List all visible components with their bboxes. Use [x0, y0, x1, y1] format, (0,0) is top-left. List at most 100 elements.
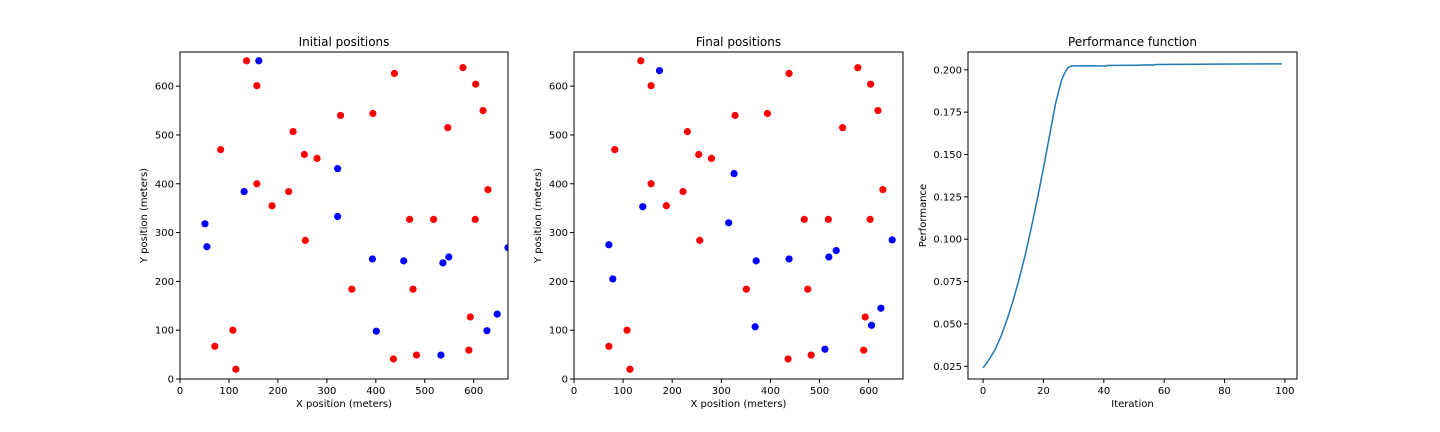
- data-point: [867, 321, 876, 329]
- x-tick-label: 400: [366, 386, 385, 397]
- data-point: [253, 180, 261, 188]
- y-tick-label: 0: [562, 375, 568, 386]
- data-point: [217, 146, 225, 154]
- data-point: [390, 69, 399, 78]
- data-point: [459, 64, 467, 72]
- data-point: [825, 253, 833, 261]
- data-point: [289, 127, 297, 136]
- data-point: [623, 326, 631, 334]
- chart-title: Final positions: [696, 35, 781, 49]
- y-tick-label: 500: [549, 130, 568, 141]
- data-point: [240, 187, 248, 196]
- data-point: [609, 275, 617, 283]
- chart-title: Performance function: [1068, 35, 1197, 49]
- data-point: [372, 327, 380, 335]
- data-point: [406, 215, 414, 224]
- y-axis-label: Performance: [918, 184, 929, 247]
- x-axis-label: X position (meters): [691, 399, 787, 410]
- data-point: [879, 186, 887, 194]
- data-point: [465, 346, 473, 354]
- y-axis-label: Y position (meters): [139, 168, 150, 264]
- y-tick-label: 0.100: [933, 235, 962, 246]
- data-point: [639, 203, 647, 211]
- data-point: [751, 323, 759, 331]
- axes-frame: [573, 51, 904, 380]
- y-tick-label: 200: [155, 277, 174, 288]
- data-point: [804, 285, 812, 293]
- x-tick-label: 0: [980, 386, 986, 397]
- y-tick-label: 0.025: [933, 362, 962, 373]
- data-point: [437, 351, 445, 359]
- data-point: [268, 202, 276, 210]
- data-point: [255, 57, 263, 65]
- data-point: [493, 310, 501, 318]
- data-point: [860, 346, 868, 354]
- x-tick-label: 40: [1097, 386, 1110, 397]
- y-tick-label: 0.125: [933, 192, 962, 203]
- data-point: [445, 253, 453, 261]
- data-point: [866, 80, 875, 88]
- data-point: [655, 66, 664, 75]
- x-tick-label: 100: [614, 386, 633, 397]
- x-tick-label: 100: [1275, 386, 1294, 397]
- x-tick-label: 300: [712, 386, 731, 397]
- y-tick-label: 0.050: [933, 319, 962, 330]
- chart-title: Initial positions: [299, 35, 390, 49]
- data-point: [211, 342, 219, 350]
- data-point: [742, 285, 750, 293]
- y-tick-label: 600: [549, 82, 568, 93]
- data-point: [877, 304, 885, 312]
- data-point: [368, 255, 376, 263]
- series-line: [982, 63, 1282, 369]
- data-point: [707, 154, 716, 162]
- data-point: [232, 365, 240, 373]
- x-tick-label: 400: [761, 386, 780, 397]
- data-point: [300, 150, 308, 159]
- x-tick-label: 300: [317, 386, 336, 397]
- data-point: [731, 111, 739, 120]
- data-point: [229, 326, 237, 334]
- axes-frame: [179, 51, 509, 380]
- data-point: [637, 57, 645, 65]
- data-point: [242, 57, 251, 65]
- data-point: [479, 106, 487, 115]
- data-point: [429, 215, 438, 224]
- x-tick-label: 0: [177, 386, 183, 397]
- y-tick-label: 300: [155, 228, 174, 239]
- x-axis-label: X position (meters): [296, 399, 392, 410]
- x-tick-label: 500: [810, 386, 829, 397]
- data-point: [400, 257, 408, 265]
- y-tick-label: 600: [155, 82, 174, 93]
- x-tick-label: 500: [415, 386, 434, 397]
- data-point: [334, 165, 342, 173]
- x-tick-label: 100: [219, 386, 238, 397]
- data-point: [807, 351, 815, 359]
- y-tick-label: 100: [549, 326, 568, 337]
- data-point: [832, 247, 840, 255]
- data-point: [874, 106, 882, 115]
- axes-frame: [967, 51, 1298, 380]
- data-point: [253, 82, 261, 90]
- y-tick-label: 500: [155, 130, 174, 141]
- data-point: [466, 313, 474, 321]
- data-point: [800, 215, 808, 224]
- chart-panel: 0 20 40 60 80 100 0.025 0.050 0.075 0.100 0.125 0.1…: [918, 35, 1298, 410]
- data-point: [861, 313, 869, 321]
- data-point: [444, 124, 452, 132]
- data-point: [785, 255, 793, 263]
- chart-panel: 0 100 200 300 400 500 600 0 100 200 300 400 500 600 Fi…: [533, 35, 904, 410]
- y-tick-label: 400: [549, 179, 568, 190]
- data-point: [334, 212, 342, 221]
- x-tick-label: 0: [571, 386, 577, 397]
- x-tick-label: 20: [1037, 386, 1050, 397]
- data-marks: [201, 57, 508, 373]
- y-tick-label: 0.075: [933, 277, 962, 288]
- data-point: [866, 215, 874, 224]
- y-tick-label: 300: [549, 228, 568, 239]
- data-point: [785, 69, 793, 78]
- data-marks: [982, 63, 1282, 369]
- data-point: [412, 351, 421, 359]
- data-point: [348, 285, 356, 293]
- data-point: [301, 236, 309, 244]
